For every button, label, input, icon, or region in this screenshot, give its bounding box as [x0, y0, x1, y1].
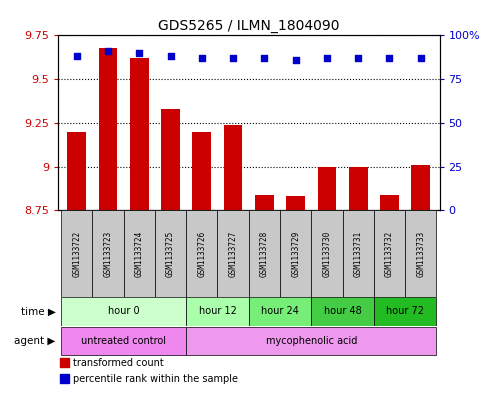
Text: untreated control: untreated control: [81, 336, 166, 346]
Point: [73, 53, 81, 59]
Bar: [186, 210, 217, 297]
Bar: [155, 210, 186, 297]
Bar: [192, 132, 211, 210]
Text: time ▶: time ▶: [21, 307, 56, 316]
Bar: [224, 125, 242, 210]
Bar: [60, 374, 70, 384]
Text: hour 0: hour 0: [108, 307, 140, 316]
Text: percentile rank within the sample: percentile rank within the sample: [73, 374, 238, 384]
Text: hour 12: hour 12: [199, 307, 236, 316]
Bar: [67, 132, 86, 210]
Bar: [92, 210, 124, 297]
Text: GSM1133730: GSM1133730: [323, 230, 331, 277]
Bar: [412, 165, 430, 210]
Text: GSM1133727: GSM1133727: [228, 230, 238, 277]
Text: GSM1133723: GSM1133723: [103, 230, 113, 277]
Bar: [186, 297, 249, 325]
Bar: [61, 210, 92, 297]
Point: [135, 50, 143, 56]
Text: GSM1133729: GSM1133729: [291, 230, 300, 277]
Point: [260, 55, 268, 61]
Text: GSM1133722: GSM1133722: [72, 230, 81, 277]
Text: GSM1133725: GSM1133725: [166, 230, 175, 277]
Text: hour 72: hour 72: [386, 307, 424, 316]
Text: agent ▶: agent ▶: [14, 336, 56, 346]
Bar: [61, 327, 186, 355]
Bar: [405, 210, 437, 297]
Text: GSM1133732: GSM1133732: [385, 230, 394, 277]
Text: GSM1133724: GSM1133724: [135, 230, 144, 277]
Text: transformed count: transformed count: [73, 358, 164, 368]
Bar: [249, 210, 280, 297]
Bar: [99, 48, 117, 210]
Bar: [312, 297, 374, 325]
Text: GSM1133728: GSM1133728: [260, 230, 269, 277]
Point: [323, 55, 331, 61]
Point: [355, 55, 362, 61]
Bar: [249, 297, 312, 325]
Bar: [342, 210, 374, 297]
Bar: [255, 195, 274, 210]
Point: [229, 55, 237, 61]
Bar: [60, 358, 70, 367]
Bar: [280, 210, 312, 297]
Bar: [317, 167, 336, 210]
Bar: [186, 327, 437, 355]
Bar: [124, 210, 155, 297]
Bar: [286, 196, 305, 210]
Title: GDS5265 / ILMN_1804090: GDS5265 / ILMN_1804090: [158, 19, 340, 33]
Point: [167, 53, 174, 59]
Text: hour 48: hour 48: [324, 307, 361, 316]
Bar: [312, 210, 342, 297]
Point: [104, 48, 112, 54]
Point: [198, 55, 206, 61]
Text: GSM1133726: GSM1133726: [198, 230, 206, 277]
Bar: [61, 297, 186, 325]
Bar: [380, 195, 399, 210]
Bar: [374, 210, 405, 297]
Point: [385, 55, 393, 61]
Text: mycophenolic acid: mycophenolic acid: [266, 336, 357, 346]
Text: GSM1133733: GSM1133733: [416, 230, 425, 277]
Bar: [161, 109, 180, 210]
Bar: [130, 58, 149, 210]
Text: GSM1133731: GSM1133731: [354, 230, 363, 277]
Text: hour 24: hour 24: [261, 307, 299, 316]
Bar: [217, 210, 249, 297]
Bar: [374, 297, 437, 325]
Point: [292, 57, 299, 63]
Bar: [349, 167, 368, 210]
Point: [417, 55, 425, 61]
